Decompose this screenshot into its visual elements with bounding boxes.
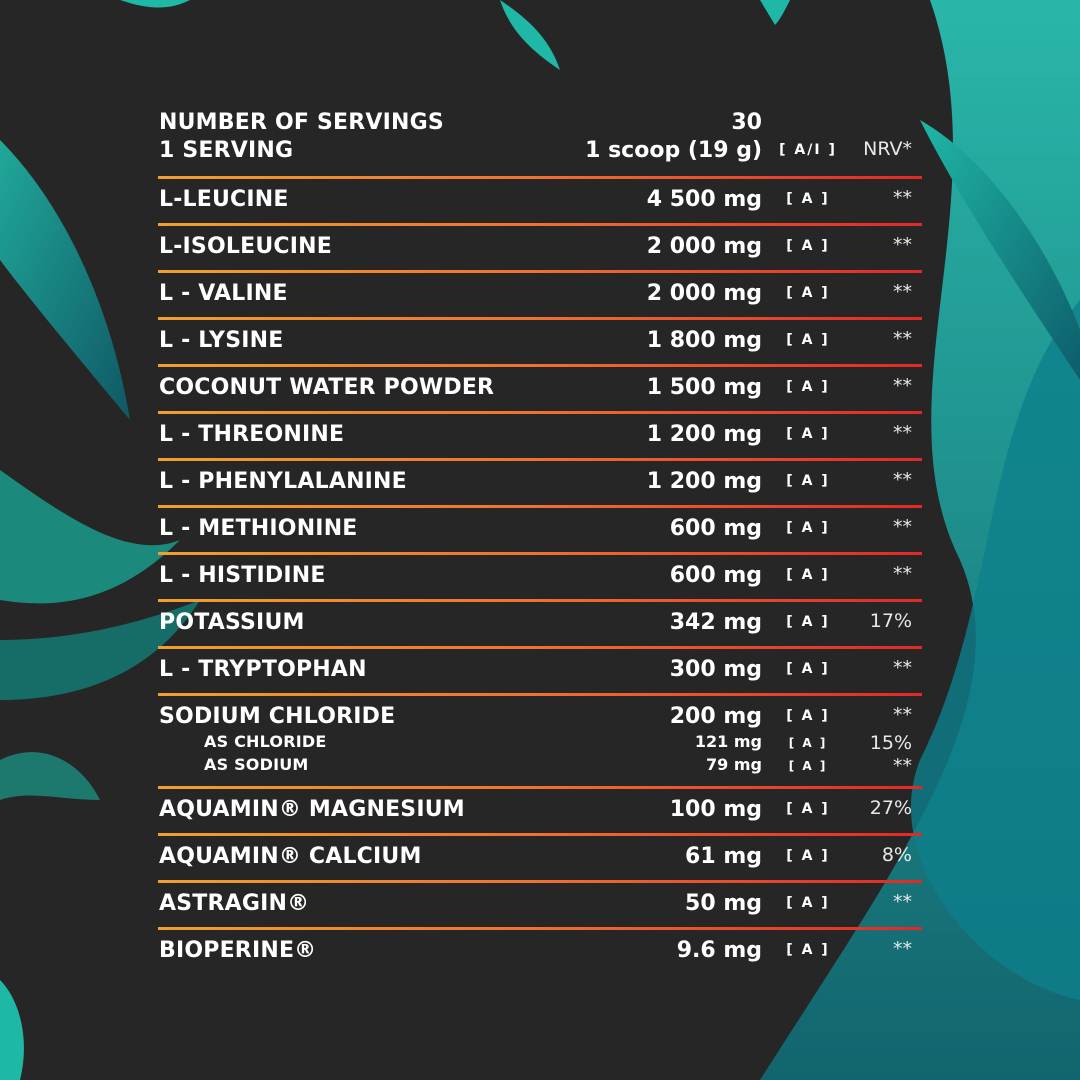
source-tag: [ A/I ] xyxy=(779,142,837,158)
nrv: ** xyxy=(893,375,912,397)
amount: 121 mg xyxy=(694,732,762,751)
amount: 1 800 mg xyxy=(646,328,762,353)
table-row: SODIUM CHLORIDE 200 mg [ A ] ** AS CHLORIDE 1… xyxy=(158,693,922,786)
amount: 200 mg xyxy=(669,704,762,729)
amount: 300 mg xyxy=(669,657,762,682)
table-row: L-ISOLEUCINE 2 000 mg [ A ] ** xyxy=(158,223,922,270)
item-name: NUMBER OF SERVINGS xyxy=(159,110,444,135)
amount: 2 000 mg xyxy=(646,234,762,259)
item-name: AS CHLORIDE xyxy=(204,732,327,751)
facts-table: NUMBER OF SERVINGS 30 1 SERVING 1 scoop (19… xyxy=(158,108,922,974)
amount: 600 mg xyxy=(669,516,762,541)
nrv: 27% xyxy=(869,797,912,819)
nrv: NRV* xyxy=(863,138,912,160)
item-name: 1 SERVING xyxy=(159,138,294,163)
item-name: L - LYSINE xyxy=(159,328,284,353)
amount: 100 mg xyxy=(669,797,762,822)
item-name: L - METHIONINE xyxy=(159,516,358,541)
amount: 1 200 mg xyxy=(646,422,762,447)
item-name: COCONUT WATER POWDER xyxy=(159,375,495,400)
source-tag: [ A ] xyxy=(788,759,828,773)
table-row: L - VALINE 2 000 mg [ A ] ** xyxy=(158,270,922,317)
amount: 9.6 mg xyxy=(676,938,762,963)
nrv: ** xyxy=(893,469,912,491)
source-tag: [ A ] xyxy=(786,520,830,536)
source-tag: [ A ] xyxy=(786,942,830,958)
amount: 50 mg xyxy=(685,891,762,916)
nrv: ** xyxy=(893,328,912,350)
amount: 30 xyxy=(731,110,762,135)
source-tag: [ A ] xyxy=(786,191,830,207)
table-row: AQUAMIN® MAGNESIUM 100 mg [ A ] 27% xyxy=(158,786,922,833)
table-row: COCONUT WATER POWDER 1 500 mg [ A ] ** xyxy=(158,364,922,411)
table-row: L - TRYPTOPHAN 300 mg [ A ] ** xyxy=(158,646,922,693)
item-name: AQUAMIN® CALCIUM xyxy=(159,844,422,869)
item-name: ASTRAGIN® xyxy=(159,891,310,916)
source-tag: [ A ] xyxy=(786,379,830,395)
item-name: L - PHENYLALANINE xyxy=(159,469,407,494)
source-tag: [ A ] xyxy=(786,426,830,442)
amount: 342 mg xyxy=(669,610,762,635)
nrv: ** xyxy=(893,234,912,256)
nrv: ** xyxy=(893,422,912,444)
nrv: ** xyxy=(893,891,912,913)
amount: 4 500 mg xyxy=(646,187,762,212)
amount: 1 scoop (19 g) xyxy=(585,138,762,163)
source-tag: [ A ] xyxy=(786,473,830,489)
nrv: ** xyxy=(893,563,912,585)
source-tag: [ A ] xyxy=(786,567,830,583)
amount: 61 mg xyxy=(685,844,762,869)
amount: 2 000 mg xyxy=(646,281,762,306)
table-row: L-LEUCINE 4 500 mg [ A ] ** xyxy=(158,176,922,223)
nrv: 15% xyxy=(869,732,912,754)
nrv: 8% xyxy=(881,844,912,866)
item-name: L-ISOLEUCINE xyxy=(159,234,332,259)
source-tag: [ A ] xyxy=(788,736,828,750)
source-tag: [ A ] xyxy=(786,801,830,817)
nrv: ** xyxy=(893,704,912,726)
source-tag: [ A ] xyxy=(786,332,830,348)
item-name: AQUAMIN® MAGNESIUM xyxy=(159,797,465,822)
item-name: L - HISTIDINE xyxy=(159,563,326,588)
nrv: ** xyxy=(893,281,912,303)
amount: 1 500 mg xyxy=(646,375,762,400)
table-row: L - LYSINE 1 800 mg [ A ] ** xyxy=(158,317,922,364)
item-name: L - TRYPTOPHAN xyxy=(159,657,367,682)
source-tag: [ A ] xyxy=(786,661,830,677)
item-name: SODIUM CHLORIDE xyxy=(159,704,396,729)
table-row: L - THREONINE 1 200 mg [ A ] ** xyxy=(158,411,922,458)
nrv: ** xyxy=(893,657,912,679)
table-row: BIOPERINE® 9.6 mg [ A ] ** xyxy=(158,927,922,974)
item-name: L-LEUCINE xyxy=(159,187,289,212)
table-row: ASTRAGIN® 50 mg [ A ] ** xyxy=(158,880,922,927)
amount: 79 mg xyxy=(706,755,762,774)
item-name: L - VALINE xyxy=(159,281,288,306)
source-tag: [ A ] xyxy=(786,238,830,254)
table-row: L - PHENYLALANINE 1 200 mg [ A ] ** xyxy=(158,458,922,505)
nrv: ** xyxy=(893,516,912,538)
nrv: ** xyxy=(893,938,912,960)
table-row: L - HISTIDINE 600 mg [ A ] ** xyxy=(158,552,922,599)
table-row: POTASSIUM 342 mg [ A ] 17% xyxy=(158,599,922,646)
source-tag: [ A ] xyxy=(786,848,830,864)
source-tag: [ A ] xyxy=(786,895,830,911)
item-name: L - THREONINE xyxy=(159,422,345,447)
source-tag: [ A ] xyxy=(786,285,830,301)
item-name: AS SODIUM xyxy=(204,755,309,774)
header-row: 1 SERVING 1 scoop (19 g) [ A/I ] NRV* xyxy=(158,136,922,164)
amount: 600 mg xyxy=(669,563,762,588)
nrv: ** xyxy=(893,755,912,777)
item-name: BIOPERINE® xyxy=(159,938,317,963)
table-row: L - METHIONINE 600 mg [ A ] ** xyxy=(158,505,922,552)
source-tag: [ A ] xyxy=(786,614,830,630)
header-row: NUMBER OF SERVINGS 30 xyxy=(158,108,922,136)
amount: 1 200 mg xyxy=(646,469,762,494)
item-name: POTASSIUM xyxy=(159,610,305,635)
source-tag: [ A ] xyxy=(786,708,830,724)
nrv: ** xyxy=(893,187,912,209)
table-row: AQUAMIN® CALCIUM 61 mg [ A ] 8% xyxy=(158,833,922,880)
nrv: 17% xyxy=(869,610,912,632)
